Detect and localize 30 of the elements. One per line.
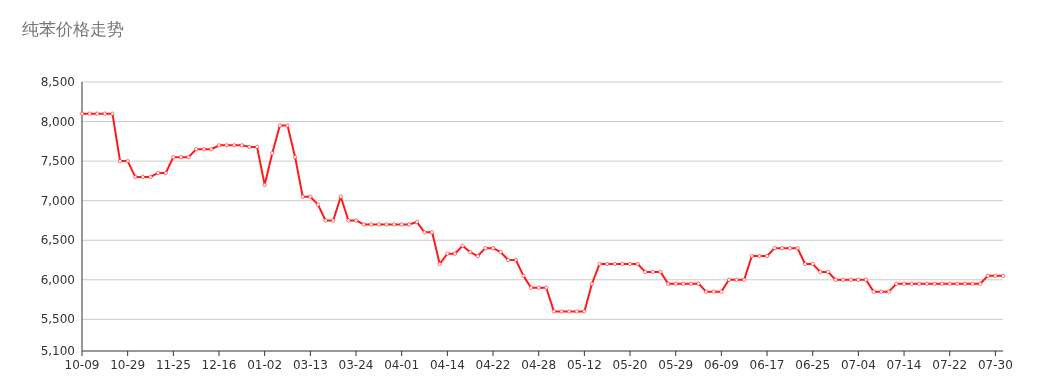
x-tick-label: 06-17 bbox=[749, 358, 785, 372]
y-tick-label: 6,000 bbox=[40, 272, 75, 287]
x-tick-label: 07-04 bbox=[840, 358, 876, 372]
x-tick-label: 01-02 bbox=[247, 358, 283, 372]
chart-title: 纯苯价格走势 bbox=[22, 19, 124, 39]
x-tick-label: 07-22 bbox=[932, 358, 968, 372]
x-tick-label: 03-13 bbox=[292, 358, 328, 372]
x-tick-label: 06-09 bbox=[703, 358, 739, 372]
y-tick-label: 5,100 bbox=[40, 344, 75, 358]
x-tick-label: 03-24 bbox=[338, 358, 374, 372]
x-tick-label: 05-29 bbox=[658, 358, 694, 372]
x-tick-label: 04-22 bbox=[475, 358, 511, 372]
y-tick-label: 5,500 bbox=[40, 312, 75, 327]
y-tick-label: 7,000 bbox=[40, 193, 75, 208]
y-tick-label: 8,000 bbox=[40, 114, 75, 129]
x-tick-label: 07-30 bbox=[977, 358, 1013, 372]
x-tick-label: 10-09 bbox=[64, 358, 100, 372]
x-tick-label: 04-28 bbox=[521, 358, 557, 372]
y-tick-label: 8,500 bbox=[40, 75, 75, 89]
x-tick-label: 04-14 bbox=[429, 358, 465, 372]
x-tick-label: 04-01 bbox=[384, 358, 420, 372]
x-tick-label: 11-25 bbox=[155, 358, 191, 372]
x-tick-label: 05-20 bbox=[612, 358, 648, 372]
x-tick-label: 07-14 bbox=[886, 358, 922, 372]
y-tick-label: 7,500 bbox=[40, 154, 75, 169]
x-tick-label: 10-29 bbox=[110, 358, 146, 372]
x-tick-label: 05-12 bbox=[566, 358, 602, 372]
x-tick-label: 12-16 bbox=[201, 358, 237, 372]
y-tick-label: 6,500 bbox=[40, 233, 75, 248]
x-tick-label: 06-25 bbox=[795, 358, 831, 372]
